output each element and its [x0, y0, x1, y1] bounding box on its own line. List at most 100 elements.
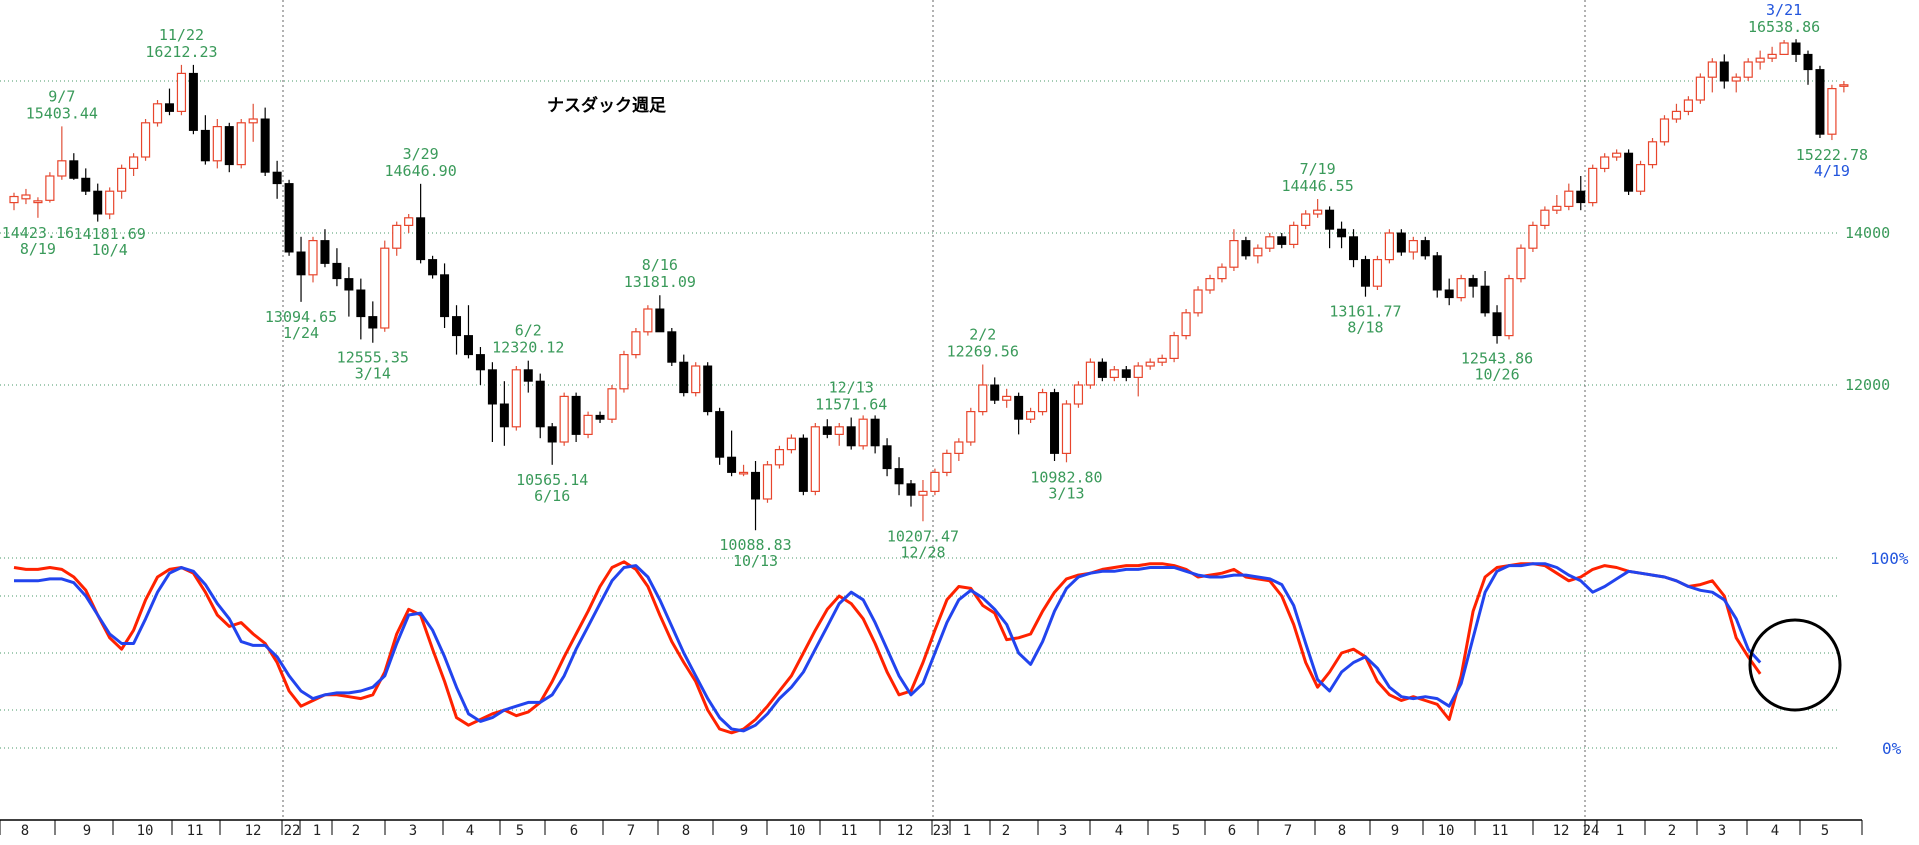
candle	[200, 115, 210, 165]
candle	[117, 164, 127, 199]
candle	[583, 411, 593, 439]
x-tick-label: 2	[1668, 823, 1676, 839]
candle	[523, 360, 533, 393]
price-annotation: 10982.803/13	[1030, 468, 1102, 502]
candle	[834, 423, 844, 446]
candle	[224, 122, 234, 173]
candle	[284, 179, 294, 256]
annotation-value: 11571.64	[815, 396, 887, 414]
x-tick-label: 9	[1391, 823, 1399, 839]
candle	[846, 417, 856, 450]
annotation-date: 6/16	[534, 487, 570, 505]
x-tick-label: 10	[137, 823, 154, 839]
candle	[248, 103, 258, 142]
annotation-value: 12555.35	[337, 349, 409, 367]
annotation-date: 8/19	[20, 240, 56, 258]
candle	[918, 480, 928, 522]
annotation-date: 8/18	[1347, 319, 1383, 337]
candle	[69, 153, 79, 180]
candle	[463, 305, 473, 359]
candle	[1647, 138, 1658, 169]
price-annotation: 12555.353/14	[337, 349, 409, 383]
candle	[607, 385, 617, 423]
candle	[667, 328, 677, 366]
candle	[1600, 153, 1610, 173]
candle	[1588, 164, 1598, 207]
candle	[21, 188, 31, 205]
candle	[152, 100, 163, 127]
highlight-circle	[1748, 618, 1842, 712]
y-axis: 12000 14000 100% 0%	[1845, 224, 1909, 758]
candle	[535, 373, 545, 439]
candle	[1839, 81, 1849, 93]
candle	[990, 377, 1000, 404]
annotation-value: 14423.16	[2, 224, 74, 242]
grid-lines	[0, 0, 1840, 820]
candle	[1815, 65, 1825, 138]
x-tick-label: 4	[1771, 823, 1779, 839]
candle	[619, 350, 629, 393]
candle	[1683, 96, 1694, 116]
candle	[356, 278, 366, 340]
chart-title: ナスダック週足	[547, 95, 666, 116]
candle	[1109, 366, 1119, 382]
candle	[966, 407, 976, 446]
candle	[822, 419, 832, 439]
candle	[1301, 210, 1311, 230]
candle	[762, 461, 773, 503]
candle	[1612, 149, 1622, 161]
candle	[392, 221, 402, 256]
x-tick-label: 5	[1821, 823, 1829, 839]
candle	[810, 423, 820, 496]
price-annotation: 13094.651/24	[265, 308, 337, 342]
annotation-value: 16212.23	[145, 43, 217, 61]
candle	[1719, 54, 1729, 89]
candle	[774, 445, 785, 469]
candle	[105, 187, 115, 220]
price-annotation: 10565.146/16	[516, 471, 588, 505]
annotation-value: 10088.83	[719, 536, 791, 554]
x-tick-label: 8	[1338, 823, 1346, 839]
candle	[1073, 381, 1084, 408]
candle	[188, 64, 198, 135]
candle	[1253, 244, 1263, 264]
candle	[870, 415, 880, 454]
annotation-date: 12/13	[829, 379, 874, 397]
x-tick-label: 12	[1553, 823, 1570, 839]
annotation-date: 10/4	[92, 241, 128, 259]
candle	[1671, 103, 1682, 123]
annotation-value: 12320.12	[492, 339, 564, 357]
candle	[452, 305, 462, 355]
annotation-date: 10/13	[733, 552, 778, 570]
x-tick-label: 6	[570, 823, 578, 839]
candle	[1731, 73, 1741, 93]
candle	[1061, 400, 1072, 463]
candle	[1803, 50, 1813, 85]
candle	[499, 381, 509, 446]
x-tick-label: 7	[627, 823, 635, 839]
candle	[691, 362, 701, 397]
annotation-value: 15222.78	[1796, 146, 1868, 164]
candlestick-series	[9, 39, 1849, 531]
x-tick-label: 11	[187, 823, 204, 839]
candle	[751, 461, 761, 531]
candle	[679, 354, 689, 397]
x-tick-label: 9	[83, 823, 91, 839]
candle	[894, 457, 904, 496]
candle	[1025, 407, 1036, 423]
annotation-value: 16538.86	[1748, 18, 1820, 36]
x-tick-label: 7	[1284, 823, 1292, 839]
annotation-date: 3/21	[1766, 1, 1802, 19]
candle	[1050, 388, 1060, 461]
candle	[1635, 160, 1646, 195]
candle	[475, 347, 485, 385]
annotation-value: 13094.65	[265, 308, 337, 326]
candle	[9, 192, 19, 211]
candle	[140, 119, 151, 161]
candle	[236, 119, 246, 169]
candle	[738, 464, 749, 477]
annotation-date: 11/22	[159, 26, 204, 44]
